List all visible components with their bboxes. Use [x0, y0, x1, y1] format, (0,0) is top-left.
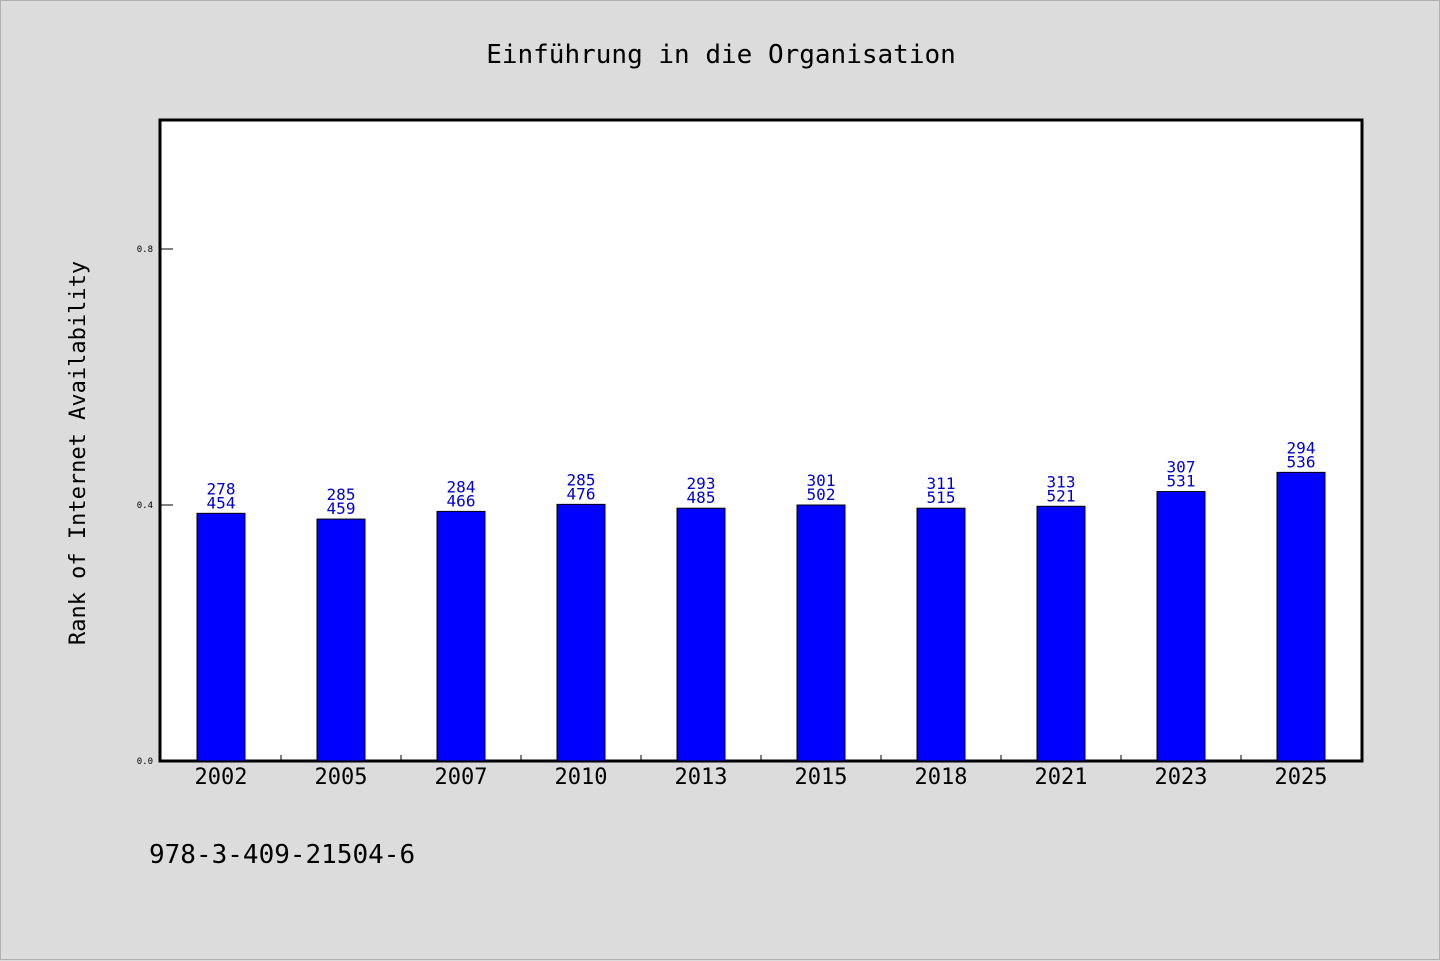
- bar-2007: [436, 510, 486, 762]
- data-label-top: 285: [327, 485, 356, 504]
- data-label-bottom: 459: [327, 499, 356, 518]
- data-label-bottom: 536: [1287, 452, 1316, 471]
- data-label-bottom: 476: [567, 484, 596, 503]
- x-tick-label: 2002: [195, 765, 248, 790]
- bars: [196, 471, 1326, 762]
- bar-2025: [1276, 471, 1326, 762]
- x-tick-label: 2010: [555, 765, 608, 790]
- x-tick-label: 2005: [315, 765, 368, 790]
- data-label-bottom: 531: [1167, 472, 1196, 491]
- data-label-top: 313: [1047, 472, 1076, 491]
- x-tick-label: 2025: [1275, 765, 1328, 790]
- data-label-top: 294: [1287, 438, 1316, 457]
- bar-2018: [916, 507, 966, 762]
- bar-2021: [1036, 505, 1086, 762]
- data-label-top: 293: [687, 474, 716, 493]
- bar-2002: [196, 512, 246, 762]
- data-label-bottom: 502: [807, 485, 836, 504]
- x-tick-label: 2007: [435, 765, 488, 790]
- x-tick-label: 2023: [1155, 765, 1208, 790]
- y-tick-label: 0.0: [137, 757, 153, 767]
- data-label-top: 278: [207, 479, 236, 498]
- data-label-top: 307: [1167, 458, 1196, 477]
- bar-2005: [316, 518, 366, 762]
- y-tick-label: 0.4: [137, 501, 153, 511]
- data-label-top: 285: [567, 470, 596, 489]
- data-label-bottom: 521: [1047, 486, 1076, 505]
- data-label-top: 311: [927, 474, 956, 493]
- x-tick-label: 2013: [675, 765, 728, 790]
- bar-2023: [1156, 491, 1206, 762]
- isbn-footer: 978-3-409-21504-6: [149, 840, 415, 870]
- y-axis-label: Rank of Internet Availability: [66, 261, 91, 645]
- data-label-top: 284: [447, 477, 476, 496]
- y-axis-ticks: 0.0 0.4 0.8: [137, 245, 173, 767]
- bar-2010: [556, 503, 606, 762]
- data-label-bottom: 485: [687, 488, 716, 507]
- y-tick-label: 0.8: [137, 245, 153, 255]
- x-tick-label: 2021: [1035, 765, 1088, 790]
- x-tick-label: 2015: [795, 765, 848, 790]
- x-tick-label: 2018: [915, 765, 968, 790]
- bar-2013: [676, 507, 726, 762]
- data-label-bottom: 466: [447, 491, 476, 510]
- bar-2015: [796, 504, 846, 762]
- x-axis-ticks: 2002 2005 2007 2010 2013 2015 2018 2021 2023 2025: [195, 755, 1328, 790]
- data-label-bottom: 454: [207, 493, 236, 512]
- chart-title: Einführung in die Organisation: [486, 40, 956, 70]
- data-label-bottom: 515: [927, 488, 956, 507]
- data-label-top: 301: [807, 471, 836, 490]
